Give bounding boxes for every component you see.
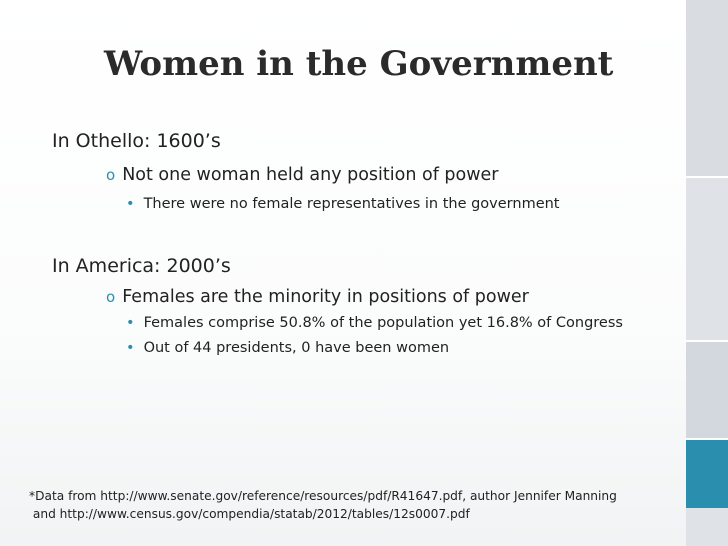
strip-segment	[686, 508, 728, 546]
dot-bullet-icon: •	[126, 196, 135, 212]
strip-divider	[686, 438, 728, 440]
strip-divider	[686, 340, 728, 342]
strip-segment	[686, 0, 728, 176]
detail-america-2: • Out of 44 presidents, 0 have been women	[126, 340, 449, 356]
strip-accent-block	[686, 440, 728, 508]
strip-divider	[686, 176, 728, 178]
detail-text: There were no female representatives in …	[143, 196, 560, 212]
detail-text: Out of 44 presidents, 0 have been women	[143, 340, 450, 356]
decorative-side-strip	[686, 0, 728, 546]
subpoint-america: o Females are the minority in positions o…	[106, 287, 529, 307]
section-heading-othello: In Othello: 1600’s	[52, 130, 221, 152]
slide-title: Women in the Government	[104, 44, 614, 84]
strip-segment	[686, 342, 728, 438]
circle-bullet-icon: o	[106, 166, 116, 184]
footnote-line-1: *Data from http://www.senate.gov/referen…	[29, 489, 617, 503]
subpoint-othello: o Not one woman held any position of powe…	[106, 165, 499, 185]
subpoint-text: Not one woman held any position of power	[122, 165, 499, 185]
detail-text: Females comprise 50.8% of the population…	[143, 315, 623, 331]
subpoint-text: Females are the minority in positions of…	[122, 287, 529, 307]
circle-bullet-icon: o	[106, 288, 116, 306]
footnote-line-2: and http://www.census.gov/compendia/stat…	[29, 507, 470, 521]
section-heading-america: In America: 2000’s	[52, 255, 231, 277]
dot-bullet-icon: •	[126, 315, 135, 331]
dot-bullet-icon: •	[126, 340, 135, 356]
detail-othello-1: • There were no female representatives in…	[126, 196, 560, 212]
detail-america-1: • Females comprise 50.8% of the populatio…	[126, 315, 623, 331]
strip-segment	[686, 178, 728, 340]
